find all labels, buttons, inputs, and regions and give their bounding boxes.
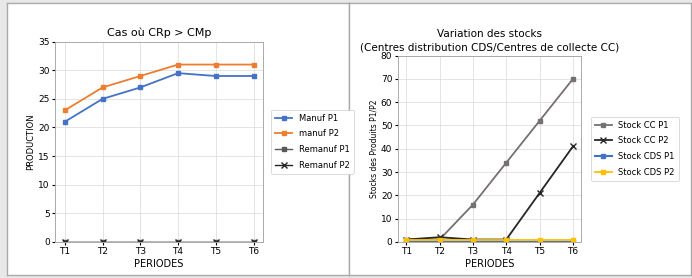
Title: Variation des stocks
(Centres distribution CDS/Centres de collecte CC): Variation des stocks (Centres distributi… <box>360 29 619 52</box>
Remanuf P2 <box>98 240 107 244</box>
Stock CDS P2 <box>435 238 444 241</box>
Legend: Manuf P1, manuf P2, Remanuf P1, Remanuf P2: Manuf P1, manuf P2, Remanuf P1, Remanuf … <box>271 110 354 174</box>
Stock CC P2 <box>402 238 410 241</box>
Stock CC P2 <box>468 238 477 241</box>
Stock CC P2 <box>502 238 511 241</box>
manuf P2 <box>174 63 182 66</box>
Stock CC P1 <box>536 119 544 122</box>
manuf P2 <box>98 86 107 89</box>
Stock CDS P1 <box>569 240 577 244</box>
Stock CDS P1 <box>435 240 444 244</box>
Line: Stock CC P1: Stock CC P1 <box>404 76 575 242</box>
Line: Stock CDS P1: Stock CDS P1 <box>404 239 575 244</box>
X-axis label: PERIODES: PERIODES <box>134 259 184 269</box>
Remanuf P1 <box>174 240 182 244</box>
Stock CC P1 <box>435 238 444 241</box>
Title: Cas où CRp > CMp: Cas où CRp > CMp <box>107 28 211 38</box>
Remanuf P1 <box>61 240 69 244</box>
Remanuf P1 <box>98 240 107 244</box>
Stock CC P1 <box>402 238 410 241</box>
Stock CC P2 <box>435 235 444 239</box>
Stock CC P1 <box>502 161 511 164</box>
Stock CC P2 <box>536 191 544 195</box>
Line: Stock CDS P2: Stock CDS P2 <box>404 237 575 242</box>
Line: Stock CC P2: Stock CC P2 <box>403 143 576 243</box>
Manuf P1 <box>174 71 182 75</box>
Manuf P1 <box>61 120 69 123</box>
Remanuf P2 <box>249 240 257 244</box>
Manuf P1 <box>136 86 145 89</box>
Stock CDS P2 <box>402 238 410 241</box>
manuf P2 <box>212 63 220 66</box>
Stock CDS P2 <box>536 238 544 241</box>
Remanuf P2 <box>174 240 182 244</box>
Line: Remanuf P1: Remanuf P1 <box>62 239 256 244</box>
Stock CC P1 <box>569 77 577 81</box>
Stock CC P1 <box>468 203 477 206</box>
Line: manuf P2: manuf P2 <box>62 62 256 113</box>
manuf P2 <box>61 109 69 112</box>
manuf P2 <box>249 63 257 66</box>
Stock CDS P2 <box>569 238 577 241</box>
Stock CDS P2 <box>502 238 511 241</box>
Legend: Stock CC P1, Stock CC P2, Stock CDS P1, Stock CDS P2: Stock CC P1, Stock CC P2, Stock CDS P1, … <box>591 116 679 181</box>
Remanuf P2 <box>61 240 69 244</box>
Y-axis label: PRODUCTION: PRODUCTION <box>26 113 35 170</box>
Manuf P1 <box>98 97 107 101</box>
manuf P2 <box>136 74 145 78</box>
Remanuf P1 <box>212 240 220 244</box>
Stock CC P2 <box>569 145 577 148</box>
Remanuf P1 <box>136 240 145 244</box>
Remanuf P2 <box>136 240 145 244</box>
Y-axis label: Stocks des Produits P1/P2: Stocks des Produits P1/P2 <box>369 100 378 198</box>
Stock CDS P2 <box>468 238 477 241</box>
Manuf P1 <box>212 74 220 78</box>
Stock CDS P1 <box>536 240 544 244</box>
Line: Manuf P1: Manuf P1 <box>62 71 256 124</box>
X-axis label: PERIODES: PERIODES <box>465 259 514 269</box>
Remanuf P1 <box>249 240 257 244</box>
Stock CDS P1 <box>402 240 410 244</box>
Manuf P1 <box>249 74 257 78</box>
Line: Remanuf P2: Remanuf P2 <box>62 239 257 245</box>
Stock CDS P1 <box>468 240 477 244</box>
Stock CDS P1 <box>502 240 511 244</box>
Remanuf P2 <box>212 240 220 244</box>
